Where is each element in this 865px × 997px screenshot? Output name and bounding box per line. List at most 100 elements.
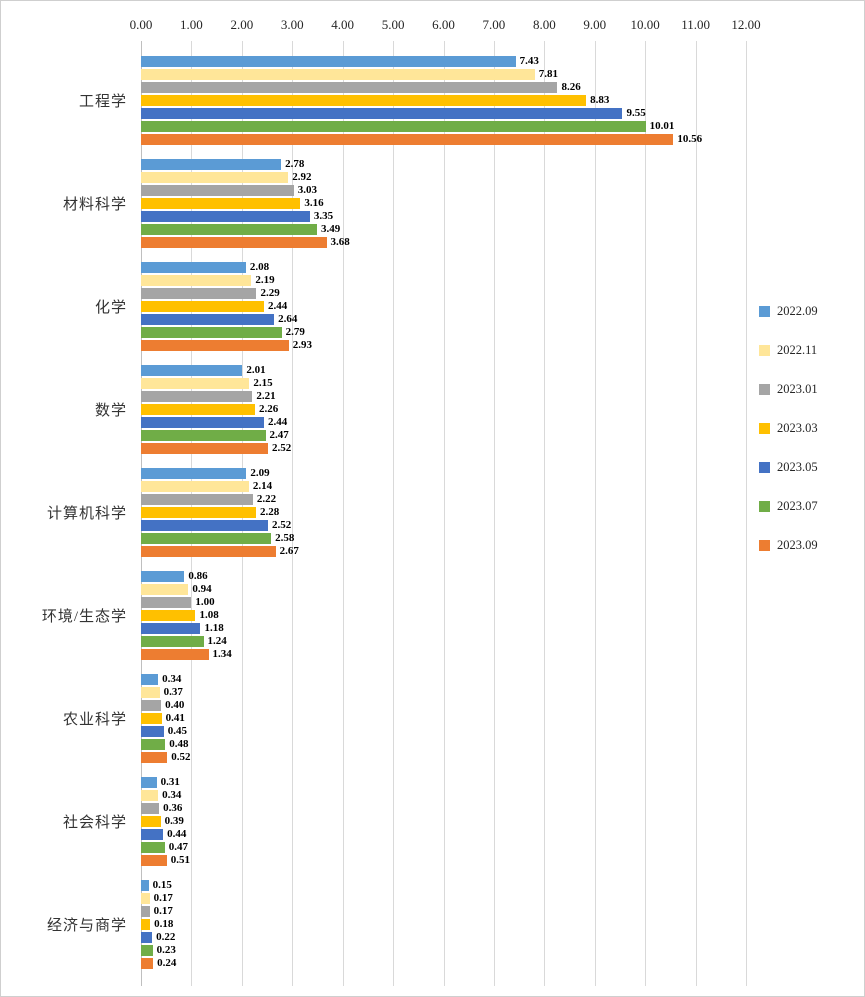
category-label: 环境/生态学 bbox=[41, 609, 127, 625]
bar-2023.09 bbox=[141, 237, 327, 248]
bar-row: 2.14 bbox=[141, 481, 299, 492]
bar-2023.05 bbox=[141, 108, 623, 119]
bar-2023.05 bbox=[141, 417, 265, 428]
bar-2023.03 bbox=[141, 198, 301, 209]
bar-row: 0.15 bbox=[141, 880, 176, 891]
bar-2022.09 bbox=[141, 262, 246, 273]
bar-value-label: 2.19 bbox=[255, 274, 275, 286]
bar-value-label: 10.01 bbox=[649, 120, 675, 132]
bar-row: 1.08 bbox=[141, 610, 232, 621]
bar-row: 0.24 bbox=[141, 958, 176, 969]
bar-row: 0.17 bbox=[141, 906, 176, 917]
category-label: 工程学 bbox=[78, 94, 127, 110]
bar-row: 2.52 bbox=[141, 520, 299, 531]
bar-row: 2.19 bbox=[141, 275, 312, 286]
bar-group-9: 0.15 0.17 0.17 0.18 0.22 0.23 0.24 bbox=[141, 873, 176, 976]
bar-2023.01 bbox=[141, 494, 253, 505]
bar-2023.05 bbox=[141, 211, 310, 222]
bar-2023.07 bbox=[141, 636, 204, 647]
bar-row: 1.00 bbox=[141, 597, 232, 608]
bar-2023.07 bbox=[141, 430, 266, 441]
bar-2023.01 bbox=[141, 906, 150, 917]
x-tick-label: 0.00 bbox=[129, 17, 153, 32]
bar-row: 0.45 bbox=[141, 726, 190, 737]
bar-row: 2.79 bbox=[141, 327, 312, 338]
bar-row: 0.31 bbox=[141, 777, 190, 788]
bar-value-label: 1.00 bbox=[195, 596, 215, 608]
bar-row: 2.67 bbox=[141, 546, 299, 557]
category-label: 经济与商学 bbox=[46, 918, 127, 934]
x-tick-label: 2.00 bbox=[230, 17, 254, 32]
bar-row: 0.52 bbox=[141, 752, 190, 763]
bar-value-label: 2.64 bbox=[278, 313, 298, 325]
bar-value-label: 2.29 bbox=[260, 287, 280, 299]
bar-2023.01 bbox=[141, 185, 294, 196]
legend-item-2023.05: 2023.05 bbox=[759, 460, 818, 475]
bar-2022.09 bbox=[141, 159, 282, 170]
bar-2022.11 bbox=[141, 172, 289, 183]
bar-row: 1.24 bbox=[141, 636, 232, 647]
bar-2023.09 bbox=[141, 958, 154, 969]
bar-2023.03 bbox=[141, 95, 587, 106]
bar-row: 10.56 bbox=[141, 134, 702, 145]
bar-value-label: 2.78 bbox=[285, 158, 305, 170]
x-tick-label: 5.00 bbox=[381, 17, 405, 32]
legend-swatch bbox=[759, 345, 770, 356]
bar-value-label: 0.86 bbox=[188, 570, 208, 582]
bar-2022.09 bbox=[141, 56, 516, 67]
bar-value-label: 2.01 bbox=[246, 364, 266, 376]
bar-value-label: 0.39 bbox=[164, 815, 184, 827]
bar-2022.09 bbox=[141, 777, 157, 788]
bar-2023.01 bbox=[141, 700, 162, 711]
bar-2022.11 bbox=[141, 378, 250, 389]
legend-label: 2023.09 bbox=[777, 538, 818, 552]
bar-2023.07 bbox=[141, 739, 166, 750]
bar-value-label: 2.22 bbox=[256, 493, 277, 505]
bar-row: 2.64 bbox=[141, 314, 312, 325]
bar-row: 0.39 bbox=[141, 816, 190, 827]
bar-row: 0.34 bbox=[141, 674, 190, 685]
bar-value-label: 0.34 bbox=[162, 789, 182, 801]
bar-value-label: 3.68 bbox=[330, 236, 350, 248]
bar-value-label: 3.35 bbox=[313, 210, 334, 222]
bar-2023.01 bbox=[141, 597, 192, 608]
bar-2023.05 bbox=[141, 726, 164, 737]
bar-2022.09 bbox=[141, 365, 243, 376]
bar-row: 0.86 bbox=[141, 571, 232, 582]
bar-row: 2.47 bbox=[141, 430, 291, 441]
bar-2023.01 bbox=[141, 803, 160, 814]
legend-swatch bbox=[759, 501, 770, 512]
bar-value-label: 2.58 bbox=[275, 532, 295, 544]
legend-item-2023.01: 2023.01 bbox=[759, 382, 818, 397]
bar-2022.09 bbox=[141, 674, 159, 685]
bar-group-8: 0.31 0.34 0.36 0.39 0.44 0.47 0.51 bbox=[141, 770, 190, 873]
bar-value-label: 0.17 bbox=[153, 892, 173, 904]
bar-2023.09 bbox=[141, 340, 289, 351]
gridline bbox=[393, 41, 395, 986]
gridline bbox=[594, 41, 596, 986]
legend-item-2023.03: 2023.03 bbox=[759, 421, 818, 436]
x-tick-label: 9.00 bbox=[583, 17, 607, 32]
bar-value-label: 0.36 bbox=[163, 802, 183, 814]
bar-value-label: 2.28 bbox=[259, 506, 280, 518]
bar-row: 3.49 bbox=[141, 224, 350, 235]
bar-value-label: 7.81 bbox=[538, 68, 558, 80]
bar-row: 2.28 bbox=[141, 507, 299, 518]
bar-2022.11 bbox=[141, 481, 249, 492]
bar-2023.09 bbox=[141, 649, 209, 660]
bar-value-label: 8.26 bbox=[561, 81, 581, 93]
legend-item-2023.09: 2023.09 bbox=[759, 538, 818, 553]
x-tick-label: 3.00 bbox=[280, 17, 304, 32]
bar-2023.07 bbox=[141, 533, 272, 544]
legend-item-2022.11: 2022.11 bbox=[759, 343, 818, 358]
bar-value-label: 0.15 bbox=[152, 879, 172, 891]
bar-group-6: 0.86 0.94 1.00 1.08 1.18 1.24 1.34 bbox=[141, 564, 232, 667]
gridline bbox=[443, 41, 445, 986]
bar-row: 0.22 bbox=[141, 932, 176, 943]
x-tick-label: 6.00 bbox=[432, 17, 455, 32]
bar-value-label: 0.47 bbox=[168, 841, 188, 853]
bar-row: 0.23 bbox=[141, 945, 176, 956]
bar-row: 1.18 bbox=[141, 623, 232, 634]
bar-2023.05 bbox=[141, 932, 153, 943]
